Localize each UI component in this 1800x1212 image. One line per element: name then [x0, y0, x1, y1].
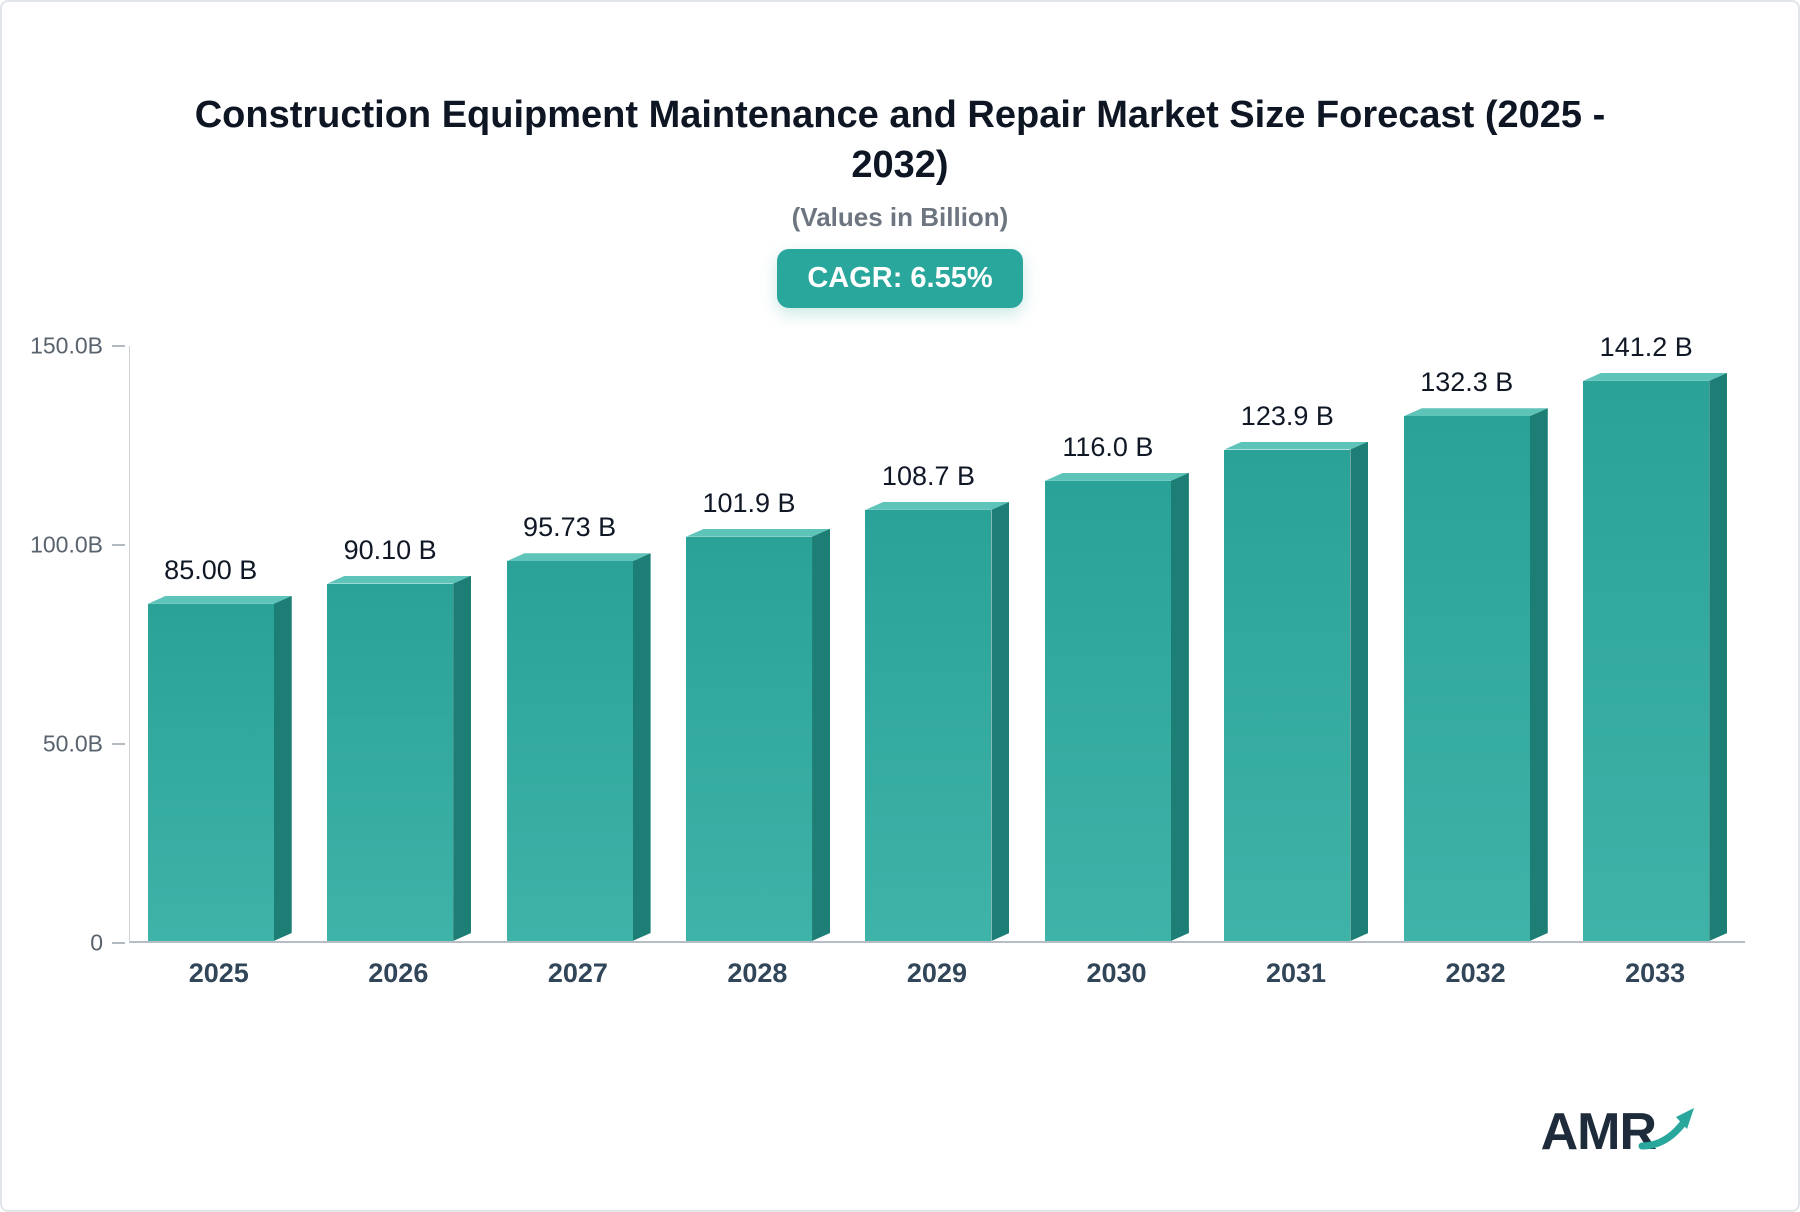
- bar-2030: 116.0 B: [1044, 432, 1189, 941]
- bar-top-face: [865, 502, 1009, 510]
- bar-front-face: [327, 583, 454, 941]
- bar-side-face: [1530, 408, 1548, 941]
- bar-2033: 141.2 B: [1583, 332, 1727, 941]
- bar-front-face: [1403, 416, 1530, 941]
- bar-front-face: [686, 536, 813, 941]
- bar-side-face: [991, 502, 1009, 941]
- bar-top-face: [1045, 473, 1189, 481]
- y-tick-mark: [112, 743, 125, 745]
- bar-front-face: [1583, 380, 1710, 941]
- bar-top-face: [1583, 373, 1727, 381]
- bar-top-face: [686, 529, 830, 537]
- bar-front-face: [865, 509, 992, 941]
- bar-side-face: [812, 529, 830, 941]
- bar-value-label: 116.0 B: [1062, 431, 1154, 462]
- x-axis-label-2030: 2030: [1086, 958, 1147, 988]
- bar-top-face: [1224, 442, 1368, 450]
- bar-value-label: 90.10 B: [343, 534, 437, 565]
- x-axis-label-2031: 2031: [1266, 958, 1327, 988]
- bar-2026: 90.10 B: [327, 535, 471, 941]
- bar-side-face: [633, 553, 651, 941]
- bar-value-label: 141.2 B: [1599, 331, 1693, 362]
- cagr-badge: CAGR: 6.55%: [777, 249, 1023, 309]
- bar-value-label: 108.7 B: [881, 460, 975, 491]
- x-axis-label-2029: 2029: [906, 958, 967, 988]
- bar-front-face: [147, 603, 274, 941]
- x-axis-label-2025: 2025: [188, 958, 249, 988]
- chart-subtitle: (Values in Billion): [791, 202, 1009, 233]
- x-axis-label-2027: 2027: [547, 958, 608, 988]
- x-axis-label-2033: 2033: [1625, 958, 1686, 988]
- bar-side-face: [274, 596, 292, 941]
- bar-2028: 101.9 B: [686, 488, 830, 941]
- bar-side-face: [453, 576, 471, 941]
- x-axis-labels: 2025 2026 2027 2028 2029 2030 2031 2032 2033: [129, 958, 1745, 989]
- y-tick-mark: [112, 942, 125, 944]
- bar-top-face: [327, 576, 471, 584]
- bar-value-label: 101.9 B: [702, 487, 796, 518]
- bar-front-face: [1044, 480, 1171, 941]
- bar-value-label: 95.73 B: [523, 512, 617, 543]
- bar-front-face: [506, 561, 633, 941]
- bar-side-face: [1350, 442, 1368, 941]
- bar-value-label: 132.3 B: [1420, 367, 1514, 398]
- bar-top-face: [1404, 408, 1548, 416]
- x-axis-label-2026: 2026: [368, 958, 429, 988]
- bar-side-face: [1171, 473, 1189, 941]
- logo-arrow-icon: [1638, 1108, 1694, 1150]
- bar-front-face: [1224, 449, 1351, 941]
- bar-2029: 108.7 B: [865, 461, 1009, 941]
- amr-logo: AMR: [1541, 1104, 1702, 1158]
- bar-2032: 132.3 B: [1403, 367, 1548, 941]
- y-tick-label-150: 150.0B: [30, 332, 103, 359]
- y-tick-mark: [112, 345, 125, 347]
- chart-title: Construction Equipment Maintenance and R…: [194, 94, 1606, 187]
- plot-area: 85.00 B 90.10 B 95.73 B 101.9 B 108.7 B 116.0…: [129, 332, 1745, 943]
- y-axis: 150.0B 100.0B 50.0B 0: [2, 333, 129, 956]
- logo-text: AMR: [1540, 1103, 1657, 1161]
- bar-value-label: 123.9 B: [1240, 400, 1334, 431]
- x-axis-label-2032: 2032: [1445, 958, 1506, 988]
- bars-container: 85.00 B 90.10 B 95.73 B 101.9 B 108.7 B 116.0…: [130, 332, 1745, 941]
- x-axis-label-2028: 2028: [727, 958, 788, 988]
- bar-side-face: [1709, 373, 1727, 941]
- bar-2031: 123.9 B: [1224, 401, 1368, 941]
- bar-2027: 95.73 B: [506, 512, 651, 941]
- bar-top-face: [148, 596, 292, 604]
- bar-top-face: [507, 553, 651, 561]
- bar-value-label: 85.00 B: [164, 554, 258, 585]
- y-tick-mark: [112, 544, 125, 546]
- y-tick-label-100: 100.0B: [30, 531, 103, 558]
- y-tick-label-50: 50.0B: [42, 730, 103, 757]
- bar-2025: 85.00 B: [147, 555, 292, 941]
- y-tick-label-0: 0: [90, 929, 103, 956]
- cagr-badge-row: CAGR: 6.55%: [2, 249, 1798, 309]
